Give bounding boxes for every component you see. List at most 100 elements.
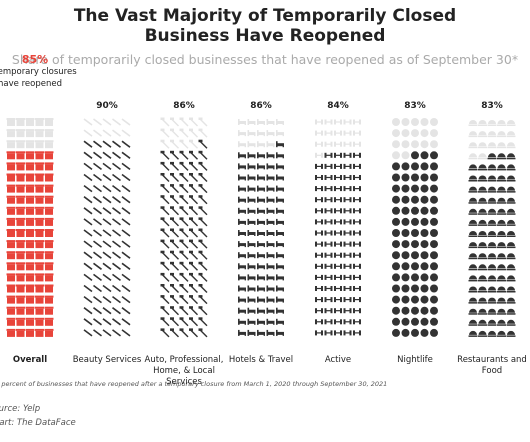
icon-part (263, 321, 265, 325)
icon-part (276, 141, 278, 148)
icon-part (170, 272, 174, 276)
icon-part (238, 274, 240, 281)
icon-part (112, 140, 121, 148)
icon-part (247, 329, 250, 336)
icon-part (478, 330, 487, 335)
icon-part (45, 175, 53, 182)
icon-part (497, 219, 506, 224)
icon-part (35, 219, 44, 226)
icon-part (266, 263, 269, 270)
icon-part (7, 286, 15, 293)
icon-part (160, 272, 165, 276)
icon-part (180, 185, 189, 194)
icon-part (315, 297, 317, 303)
icon-part (112, 251, 121, 259)
icon-part (321, 130, 323, 136)
icon-part (16, 328, 25, 331)
icon-part (401, 284, 410, 293)
icon-part (189, 117, 193, 120)
icon-part (276, 187, 284, 191)
icon-part (487, 235, 497, 237)
icon-part (355, 221, 359, 223)
icon-part (334, 319, 336, 325)
icon-part (469, 286, 477, 291)
icon-part (468, 168, 478, 171)
icon-part (488, 275, 496, 280)
icon-part (189, 139, 193, 143)
icon-part (497, 319, 506, 324)
icon-part (478, 131, 487, 136)
icon-part (468, 246, 478, 249)
icon-part (7, 231, 15, 237)
icon-part (102, 273, 112, 282)
icon-part (324, 241, 327, 247)
icon-part (355, 176, 359, 179)
icon-part (411, 240, 419, 249)
icon-part (478, 197, 487, 202)
icon-part (487, 246, 497, 249)
icon-part (330, 219, 333, 225)
icon-part (340, 330, 342, 336)
icon-part (469, 153, 477, 158)
icon-part (160, 117, 165, 120)
icon-part (198, 217, 203, 220)
icon-part (254, 277, 256, 281)
icon-part (171, 262, 179, 271)
icon-part (244, 255, 246, 259)
icon-part (315, 208, 317, 214)
icon-part (276, 143, 284, 147)
icon-part (315, 241, 317, 247)
icon-part (317, 232, 321, 234)
icon-part (244, 288, 246, 292)
icon-part (25, 162, 35, 165)
icon-part (478, 164, 487, 169)
icon-part (112, 184, 121, 193)
chart-subtitle: Share of temporarily closed businesses t… (11, 52, 519, 67)
icon-part (326, 232, 331, 234)
icon-part (411, 328, 419, 337)
icon-part (506, 224, 516, 226)
icon-part (112, 162, 121, 171)
icon-part (478, 213, 487, 215)
icon-part (345, 299, 350, 301)
icon-part (160, 150, 165, 154)
icon-part (44, 129, 54, 132)
icon-part (317, 188, 321, 190)
icon-part (343, 219, 346, 225)
icon-part (26, 186, 34, 193)
icon-part (161, 185, 170, 194)
icon-part (321, 330, 323, 336)
icon-part (35, 140, 44, 143)
icon-part (276, 307, 278, 314)
icon-part (497, 153, 506, 158)
icon-part (199, 207, 208, 216)
icon-part (317, 165, 321, 167)
icon-part (411, 184, 419, 193)
icon-part (35, 151, 44, 154)
icon-part (170, 139, 174, 143)
icon-part (93, 329, 102, 337)
icon-part (179, 228, 184, 231)
icon-part (45, 297, 53, 304)
icon-part (160, 228, 165, 231)
icon-part (321, 263, 323, 269)
icon-part (199, 118, 208, 127)
icon-part (430, 162, 438, 171)
icon-part (273, 266, 275, 270)
icon-part (93, 251, 102, 259)
icon-part (121, 318, 131, 326)
icon-part (273, 177, 275, 181)
icon-part (349, 141, 352, 147)
icon-part (488, 330, 496, 335)
icon-part (273, 166, 275, 170)
icon-part (160, 239, 165, 243)
icon-part (506, 157, 516, 160)
icon-part (507, 131, 515, 136)
icon-part (160, 161, 165, 165)
icon-part (330, 263, 333, 269)
icon-part (198, 184, 203, 187)
icon-part (321, 230, 323, 236)
icon-part (112, 240, 121, 248)
icon-part (266, 331, 275, 335)
icon-part (469, 197, 477, 202)
